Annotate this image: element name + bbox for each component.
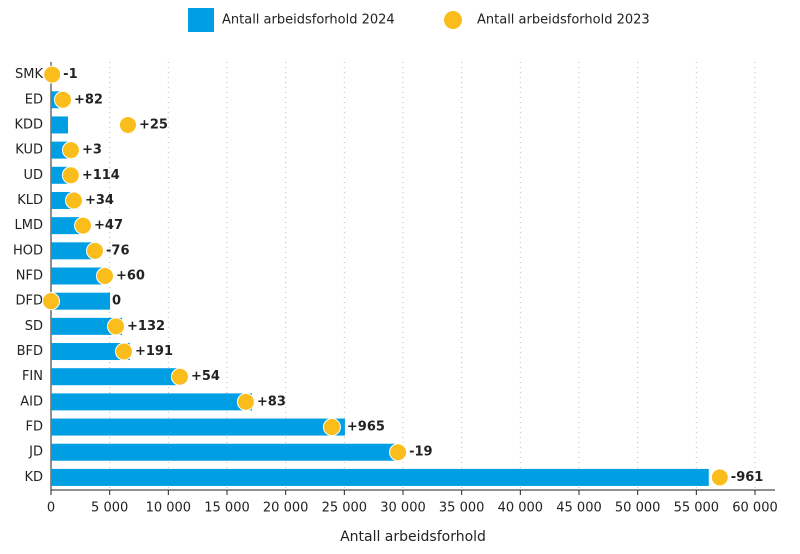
change-label: +60 xyxy=(116,269,145,284)
x-tick-label: 30 000 xyxy=(380,501,426,516)
y-tick-label: BFD xyxy=(17,344,43,359)
x-tick-label: 60 000 xyxy=(732,501,778,516)
y-tick-label: KLD xyxy=(17,193,43,208)
change-label: -19 xyxy=(409,445,433,460)
legend-swatch xyxy=(444,11,462,29)
bar xyxy=(51,443,398,461)
dot xyxy=(74,216,93,235)
change-label: +3 xyxy=(82,143,102,158)
change-label: 0 xyxy=(112,294,121,309)
y-tick-label: NFD xyxy=(16,269,43,284)
change-label: -961 xyxy=(731,470,764,485)
y-tick-label: JD xyxy=(28,445,43,460)
legend-swatch xyxy=(188,8,214,32)
dot xyxy=(114,342,133,361)
change-label: +114 xyxy=(82,168,120,183)
legend-label: Antall arbeidsforhold 2024 xyxy=(222,13,395,28)
change-label: +54 xyxy=(191,369,220,384)
change-label: +132 xyxy=(127,319,165,334)
y-tick-label: KUD xyxy=(15,143,43,158)
y-tick-label: FD xyxy=(26,420,44,435)
bar xyxy=(51,418,345,436)
dot xyxy=(236,392,255,411)
y-tick-label: FIN xyxy=(22,369,43,384)
dot xyxy=(64,191,83,210)
change-label: +25 xyxy=(139,117,168,132)
y-tick-label: KDD xyxy=(14,117,43,132)
y-tick-label: UD xyxy=(23,168,43,183)
y-tick-label: SD xyxy=(25,319,43,334)
change-label: -1 xyxy=(63,67,77,82)
x-tick-label: 0 xyxy=(47,501,55,516)
dot xyxy=(107,317,126,336)
change-label: +34 xyxy=(85,193,114,208)
y-tick-label: SMK xyxy=(15,67,43,82)
dot xyxy=(61,141,80,160)
change-label: +82 xyxy=(74,92,103,107)
change-label: +965 xyxy=(347,420,385,435)
x-tick-label: 20 000 xyxy=(263,501,309,516)
x-tick-label: 40 000 xyxy=(498,501,544,516)
x-tick-label: 15 000 xyxy=(204,501,250,516)
change-label: +191 xyxy=(135,344,173,359)
dot xyxy=(42,292,60,311)
bar xyxy=(51,393,252,411)
x-tick-label: 35 000 xyxy=(439,501,485,516)
y-tick-label: LMD xyxy=(15,218,43,233)
dot xyxy=(86,241,104,260)
bar xyxy=(51,267,109,285)
bar xyxy=(51,368,182,386)
bar xyxy=(51,116,69,134)
y-tick-label: AID xyxy=(20,394,43,409)
dot xyxy=(61,166,80,185)
y-tick-label: HOD xyxy=(13,243,43,258)
change-label: +47 xyxy=(94,218,123,233)
bar xyxy=(51,468,709,486)
dot xyxy=(95,267,114,285)
change-label: +83 xyxy=(257,394,286,409)
dot xyxy=(710,468,729,487)
y-tick-label: DFD xyxy=(16,294,44,309)
dot xyxy=(43,65,62,84)
dot xyxy=(118,115,137,134)
x-tick-label: 25 000 xyxy=(322,501,368,516)
dot xyxy=(322,418,341,437)
x-tick-label: 45 000 xyxy=(556,501,602,516)
y-tick-label: KD xyxy=(24,470,43,485)
x-tick-label: 50 000 xyxy=(615,501,661,516)
bar xyxy=(51,317,122,335)
dot xyxy=(389,443,408,462)
y-tick-label: ED xyxy=(25,92,43,107)
dot xyxy=(170,367,189,386)
x-tick-label: 55 000 xyxy=(674,501,720,516)
legend-label: Antall arbeidsforhold 2023 xyxy=(477,13,650,28)
change-label: -76 xyxy=(106,243,130,258)
x-tick-label: 10 000 xyxy=(146,501,192,516)
dot xyxy=(53,90,72,109)
x-axis-title: Antall arbeidsforhold xyxy=(340,529,486,545)
bar xyxy=(51,343,130,361)
x-tick-label: 5 000 xyxy=(91,501,128,516)
bar xyxy=(51,242,95,260)
bar xyxy=(51,292,111,310)
